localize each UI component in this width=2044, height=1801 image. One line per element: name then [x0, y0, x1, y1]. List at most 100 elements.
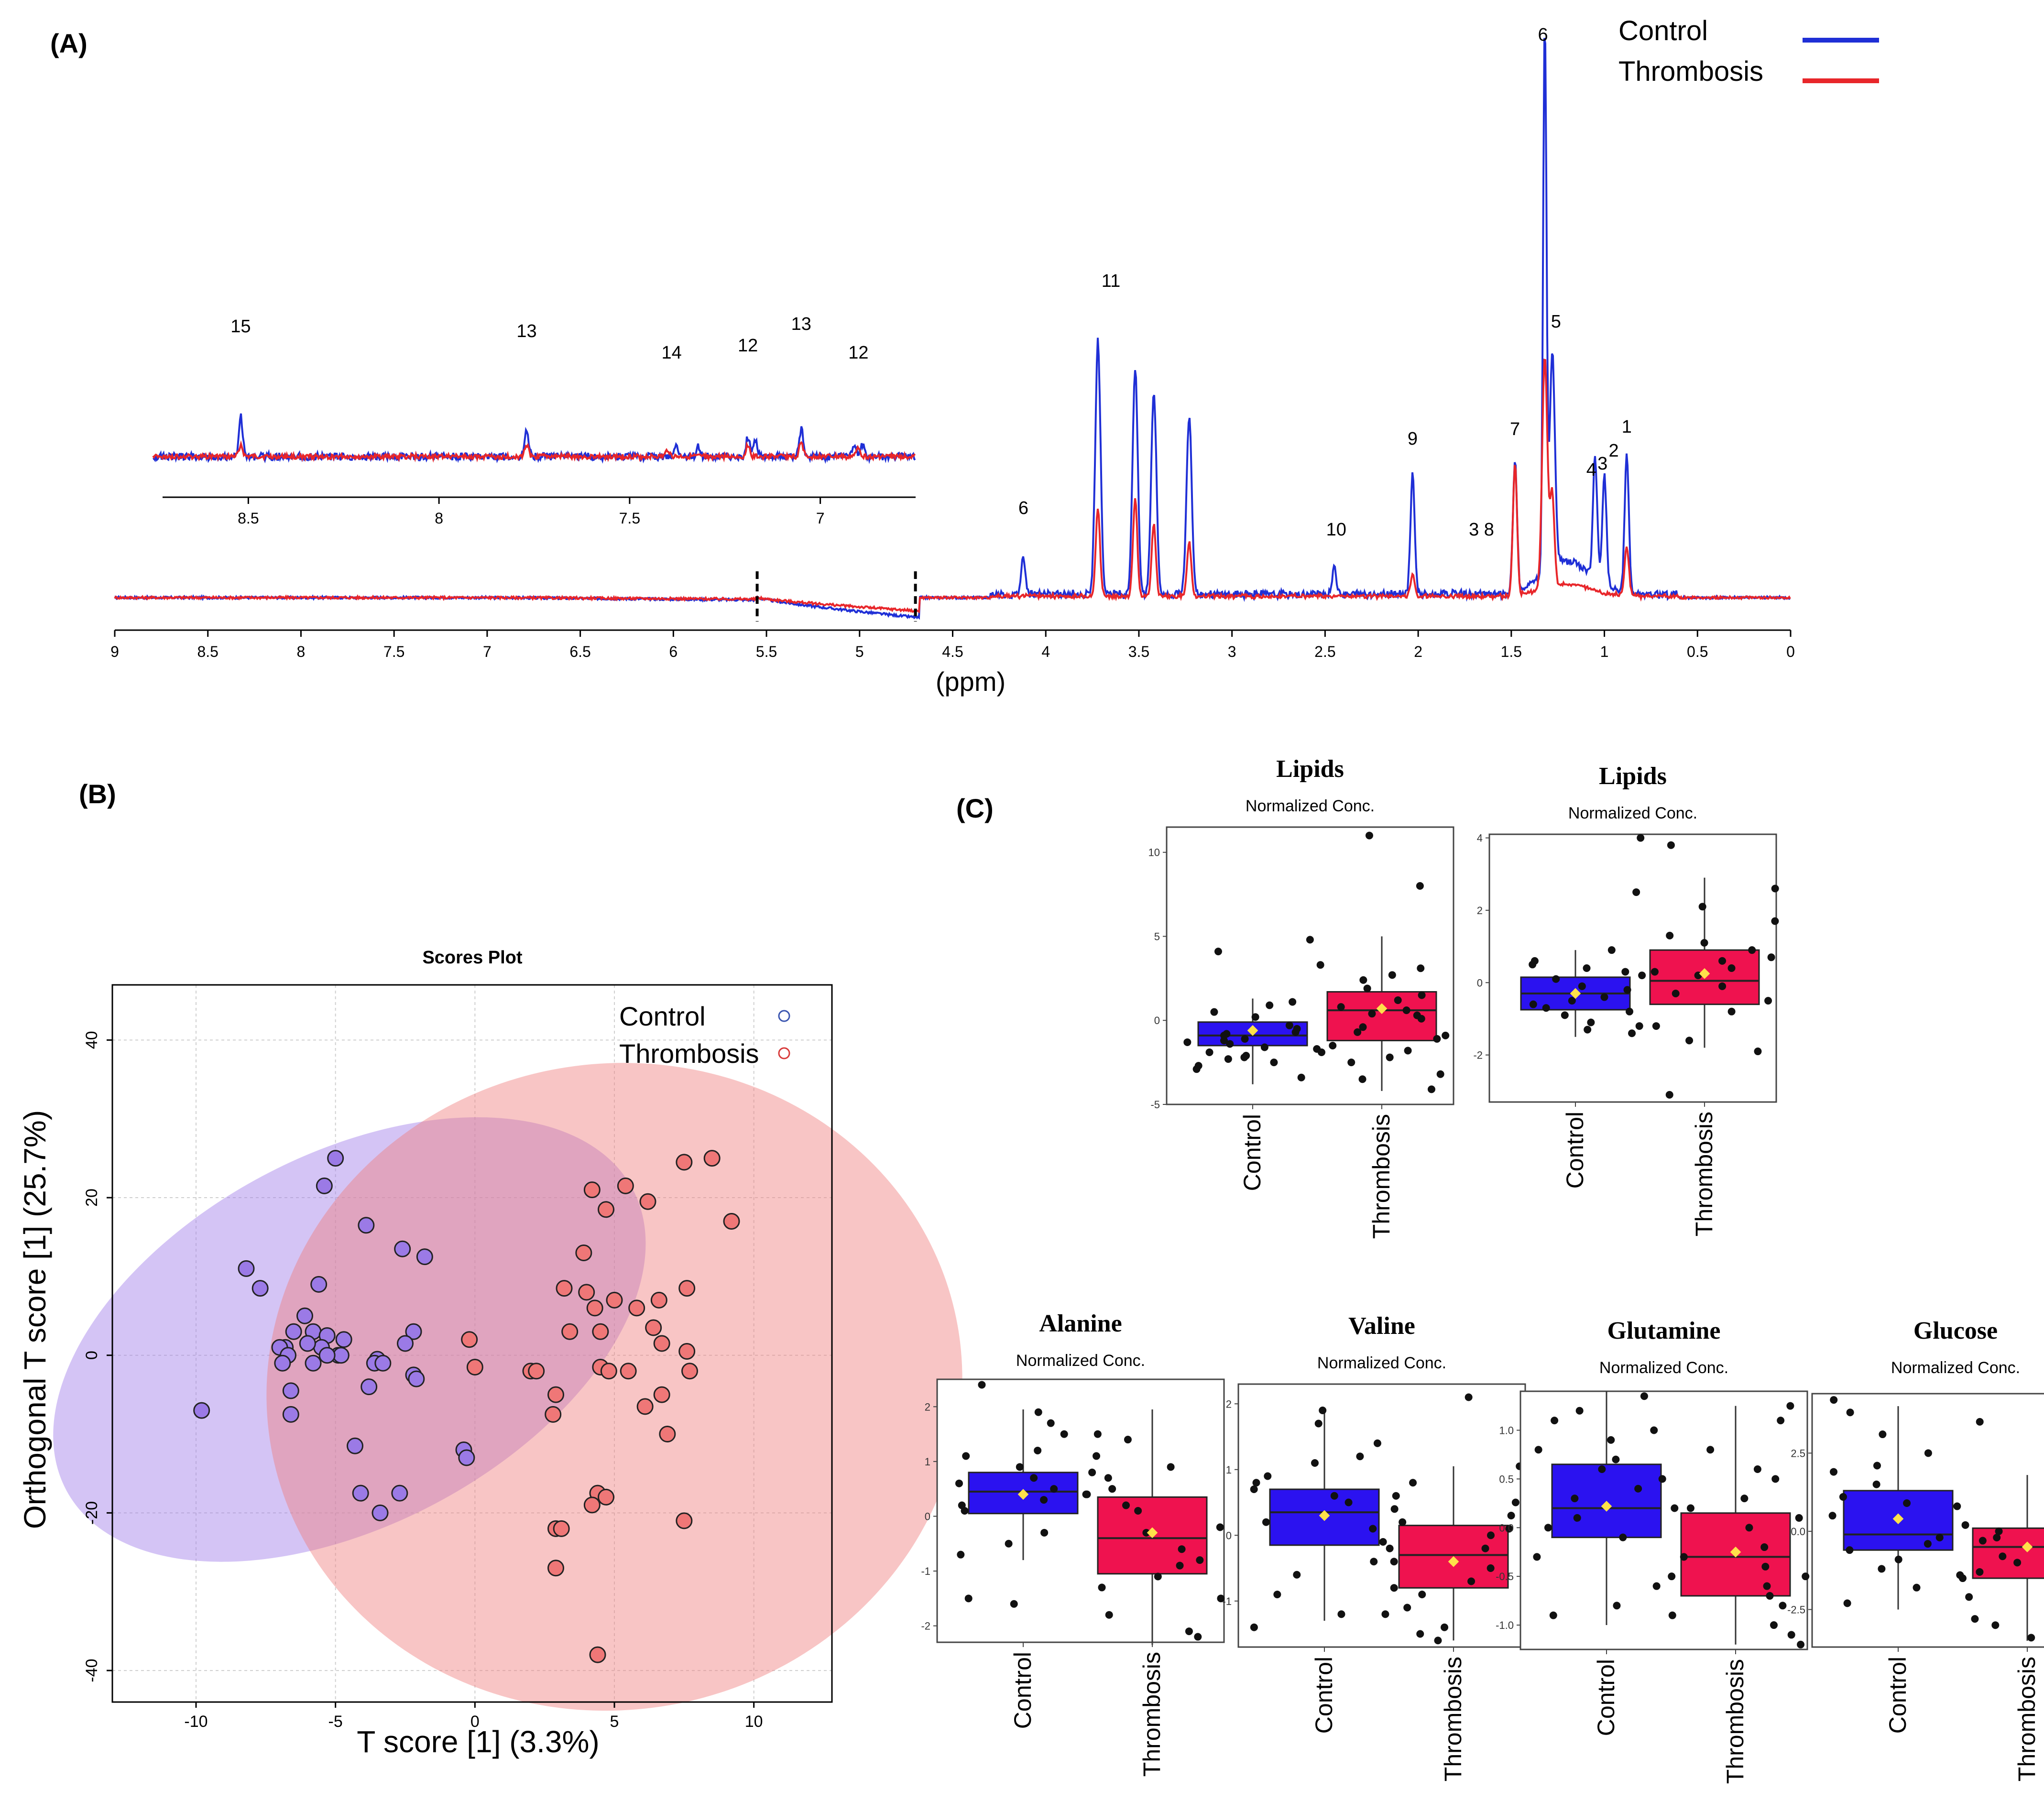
peak-label: 4 — [1586, 460, 1596, 480]
boxplot-alanine: Alanine Normalized Conc. -2 -1 0 1 2 Control Thr… — [921, 1310, 1225, 1777]
data-point — [1650, 1426, 1658, 1434]
data-point — [1999, 1552, 2007, 1561]
scores-plot-title: Scores Plot — [422, 948, 522, 968]
ppm-axis-label: (ppm) — [936, 666, 1006, 697]
y-tick-label: 0 — [1477, 977, 1483, 989]
data-point — [1347, 1059, 1355, 1067]
data-point — [1668, 1611, 1676, 1619]
data-point — [1718, 957, 1727, 965]
data-point — [1196, 1556, 1204, 1564]
data-point — [1685, 1037, 1694, 1045]
data-point — [1034, 1446, 1042, 1454]
inset-tick-label: 7.5 — [619, 510, 640, 527]
data-point — [1386, 1053, 1394, 1061]
control-score-point — [310, 1276, 328, 1293]
y-tick-label: 1 — [925, 1456, 930, 1468]
y-tick-label: 1 — [1226, 1464, 1232, 1476]
peak-label: 6 — [1538, 25, 1548, 45]
panel-c-letter: (C) — [956, 793, 994, 823]
control-score-point — [347, 1437, 363, 1454]
control-score-point — [251, 1280, 269, 1297]
data-point — [1388, 971, 1396, 979]
data-point — [1386, 1544, 1394, 1552]
data-point — [1924, 1449, 1932, 1457]
data-point — [1873, 1462, 1881, 1470]
thrombosis-score-point — [636, 1398, 654, 1415]
data-point — [1167, 1463, 1175, 1471]
data-point — [1971, 1615, 1979, 1623]
y-tick-label: -1 — [1222, 1595, 1232, 1607]
data-point — [1903, 1499, 1911, 1507]
data-point — [1718, 982, 1727, 990]
data-point — [1635, 1022, 1643, 1030]
ppm-tick-label: 8.5 — [197, 643, 218, 660]
ppm-tick-label: 1.5 — [1501, 643, 1522, 660]
control-spectrum-line — [114, 38, 1791, 620]
data-point — [1533, 1553, 1541, 1561]
data-point — [1427, 1085, 1435, 1093]
data-point — [1297, 1073, 1305, 1081]
y-tick-label: 20 — [83, 1189, 101, 1207]
data-point — [1390, 1558, 1398, 1566]
ppm-tick-label: 2 — [1414, 643, 1422, 660]
data-point — [1416, 882, 1424, 890]
data-point — [978, 1381, 986, 1389]
y-tick-label: -2 — [1473, 1049, 1483, 1061]
inset-thrombosis-line — [152, 440, 916, 463]
data-point — [1666, 931, 1674, 939]
data-point — [1544, 1524, 1552, 1532]
data-point — [1771, 917, 1779, 925]
data-point — [1748, 946, 1756, 954]
data-point — [1872, 1480, 1880, 1488]
thrombosis-score-point — [600, 1363, 617, 1380]
data-point — [1561, 1011, 1569, 1019]
data-point — [1766, 1592, 1774, 1600]
inset-peak-label: 14 — [661, 343, 681, 363]
control-score-point — [282, 1406, 299, 1423]
data-point — [1843, 1599, 1851, 1607]
control-score-point — [327, 1150, 344, 1167]
control-score-point — [374, 1354, 392, 1372]
data-point — [1088, 1468, 1096, 1476]
data-point — [1434, 1637, 1442, 1645]
data-point — [1584, 1026, 1592, 1034]
peak-label: 3 8 — [1469, 520, 1494, 540]
ppm-tick-label: 4 — [1041, 643, 1050, 660]
ppm-tick-label: 8 — [297, 643, 306, 660]
y-tick-label: 40 — [83, 1031, 101, 1049]
data-point — [1637, 834, 1645, 842]
data-point — [1953, 1502, 1961, 1510]
mean-marker — [1448, 1556, 1459, 1567]
y-tick-label: 0 — [83, 1351, 101, 1360]
data-point — [1978, 1537, 1987, 1545]
data-point — [1828, 1512, 1836, 1520]
control-score-point — [394, 1240, 411, 1257]
data-point — [1194, 1062, 1202, 1070]
data-point — [1619, 1533, 1627, 1541]
data-point — [1082, 1490, 1090, 1498]
y-axis-label: Orthogonal T score [1] (25.7%) — [18, 1110, 52, 1529]
thrombosis-score-point — [678, 1343, 696, 1360]
data-point — [1628, 1029, 1636, 1037]
data-point — [1830, 1468, 1838, 1476]
legend-label-thrombosis: Thrombosis — [1618, 56, 1763, 87]
data-point — [1467, 1577, 1476, 1585]
data-point — [1621, 968, 1629, 976]
legend-label-control: Control — [1618, 15, 1708, 46]
inset-peak-label: 12 — [738, 336, 758, 356]
boxplot-title: Lipids — [1276, 755, 1344, 783]
data-point — [1314, 1419, 1323, 1428]
y-tick-label: 4 — [1477, 832, 1483, 844]
data-point — [1764, 997, 1772, 1005]
data-point — [1142, 1528, 1150, 1537]
data-point — [1344, 1498, 1353, 1506]
data-point — [1226, 1040, 1234, 1048]
peak-label: 7 — [1510, 419, 1520, 439]
panel-a-letter: (A) — [50, 28, 87, 58]
control-score-point — [282, 1382, 299, 1399]
mean-marker — [1601, 1501, 1612, 1512]
thrombosis-score-point — [598, 1201, 614, 1218]
thrombosis-score-point — [676, 1512, 693, 1529]
data-point — [1223, 1030, 1231, 1038]
aromatic-inset: 8.5 8 7.5 7 15 13 14 12 13 12 — [152, 314, 916, 527]
